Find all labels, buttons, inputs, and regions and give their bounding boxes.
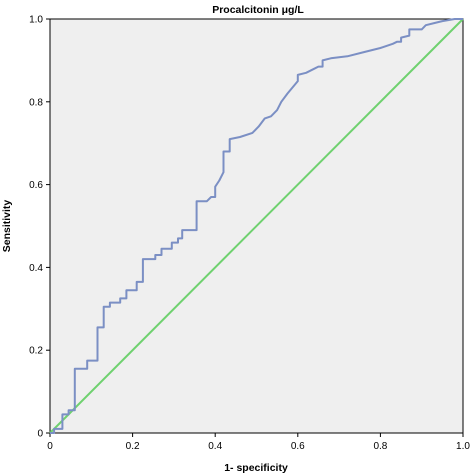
series-group [49,18,464,434]
y-tick-label: 0.6 [29,180,43,191]
x-tick-label: 0.8 [373,441,387,452]
y-tick-label: 0.8 [29,97,43,108]
y-tick-label: 0.4 [29,263,43,274]
x-tick-label: 0.2 [126,441,140,452]
y-tick-label: 0 [37,429,43,440]
reference-line [49,18,464,434]
y-tick-label: 0.2 [29,346,43,357]
x-tick-label: 0.6 [291,441,305,452]
roc-curve [50,18,463,434]
y-axis-label: Sensitivity [1,200,13,253]
x-tick-label: 1.0 [456,441,470,452]
x-axis-ticks: 0 0.2 0.4 0.6 0.8 1.0 [47,433,470,452]
x-axis-label: 1- specificity [224,462,288,474]
y-axis-ticks: 0 0.2 0.4 0.6 0.8 1.0 [29,15,50,440]
y-tick-label: 1.0 [29,15,43,26]
chart-title: Procalcitonin μg/L [212,4,304,16]
x-tick-label: 0 [47,441,53,452]
x-tick-label: 0.4 [208,441,222,452]
